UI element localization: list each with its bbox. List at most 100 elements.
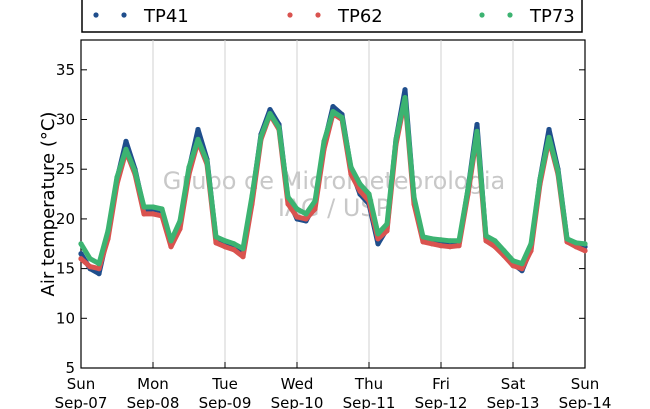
x-tick-date: Sep-08 (127, 394, 180, 409)
data-point (132, 168, 138, 174)
data-point (483, 238, 489, 244)
data-point (303, 211, 309, 217)
data-point (267, 111, 273, 117)
data-point (96, 266, 102, 272)
data-point (546, 134, 552, 140)
x-tick-weekday: Mon (137, 375, 169, 393)
legend-marker (93, 12, 99, 18)
data-point (357, 188, 363, 194)
x-tick-date: Sep-13 (487, 394, 540, 409)
x-tick-date: Sep-12 (415, 394, 468, 409)
watermark-line-1: Grupo de Micrometeorologia (163, 167, 505, 195)
data-point (222, 244, 228, 250)
x-tick-weekday: Wed (281, 375, 314, 393)
data-point (123, 146, 129, 152)
data-point (438, 237, 444, 243)
data-point (312, 206, 318, 212)
data-point (96, 271, 102, 277)
data-point (402, 87, 408, 93)
data-point (519, 266, 525, 272)
data-point (357, 181, 363, 187)
data-point (204, 158, 210, 164)
data-point (150, 211, 156, 217)
legend-marker (121, 12, 127, 18)
legend-item-TP41: TP41 (93, 6, 189, 27)
legend-marker (315, 12, 321, 18)
x-tick-weekday: Thu (354, 375, 383, 393)
x-tick-date: Sep-10 (271, 394, 324, 409)
legend-label: TP41 (143, 6, 189, 27)
series-TP73 (78, 95, 588, 267)
x-tick-date: Sep-14 (559, 394, 612, 409)
data-point (447, 238, 453, 244)
data-point (222, 238, 228, 244)
data-point (456, 238, 462, 244)
data-point (213, 240, 219, 246)
data-point (483, 233, 489, 239)
data-point (240, 254, 246, 260)
data-point (582, 241, 588, 247)
data-point (168, 238, 174, 244)
data-point (402, 95, 408, 101)
y-tick-label: 10 (56, 309, 75, 327)
data-point (411, 194, 417, 200)
x-tick-date: Sep-09 (199, 394, 252, 409)
x-tick-weekday: Sun (67, 375, 96, 393)
plot-area (80, 39, 586, 369)
data-point (510, 258, 516, 264)
y-tick-label: 35 (56, 61, 75, 79)
data-point (294, 206, 300, 212)
y-tick-label: 25 (56, 160, 75, 178)
data-point (555, 168, 561, 174)
legend-label: TP73 (529, 6, 575, 27)
data-point (294, 214, 300, 220)
data-point (78, 251, 84, 257)
data-point (231, 247, 237, 253)
data-point (141, 211, 147, 217)
data-point (186, 164, 192, 170)
data-point (231, 241, 237, 247)
data-point (258, 133, 264, 139)
data-point (573, 240, 579, 246)
data-point (195, 136, 201, 142)
data-point (330, 109, 336, 115)
data-point (330, 104, 336, 110)
data-point (114, 174, 120, 180)
x-tick-labels: SunSep-07MonSep-08TueSep-09WedSep-10ThuS… (55, 375, 612, 409)
y-tick-label: 20 (56, 210, 75, 228)
data-point (321, 138, 327, 144)
data-point (375, 231, 381, 237)
data-point (150, 204, 156, 210)
data-point (78, 256, 84, 262)
data-point (78, 241, 84, 247)
data-point (276, 124, 282, 131)
data-point (87, 256, 93, 262)
data-point (429, 236, 435, 242)
data-point (474, 128, 480, 134)
data-point (168, 244, 174, 250)
data-point (96, 261, 102, 267)
data-point (339, 114, 345, 121)
data-point (87, 264, 93, 270)
y-tick-label: 15 (56, 260, 75, 278)
legend-marker (287, 12, 293, 18)
data-point (564, 236, 570, 242)
data-point (348, 164, 354, 170)
data-point (546, 126, 552, 133)
data-point (510, 263, 516, 269)
data-series (78, 87, 588, 277)
legend-label: TP62 (337, 6, 383, 27)
data-point (528, 241, 534, 247)
data-point (474, 121, 480, 128)
legend-marker (479, 12, 485, 18)
data-point (285, 194, 291, 200)
data-point (429, 241, 435, 247)
x-tick-weekday: Fri (432, 375, 450, 393)
data-point (375, 241, 381, 247)
data-point (582, 248, 588, 254)
legend-box (81, 0, 583, 33)
watermark: Grupo de Micrometeorologia IAG / USP (163, 167, 505, 222)
y-axis-title: Air temperature (°C) (38, 112, 59, 297)
data-point (384, 228, 390, 234)
